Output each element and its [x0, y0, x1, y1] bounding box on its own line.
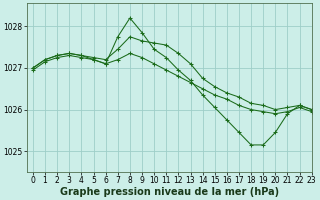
X-axis label: Graphe pression niveau de la mer (hPa): Graphe pression niveau de la mer (hPa): [60, 187, 279, 197]
